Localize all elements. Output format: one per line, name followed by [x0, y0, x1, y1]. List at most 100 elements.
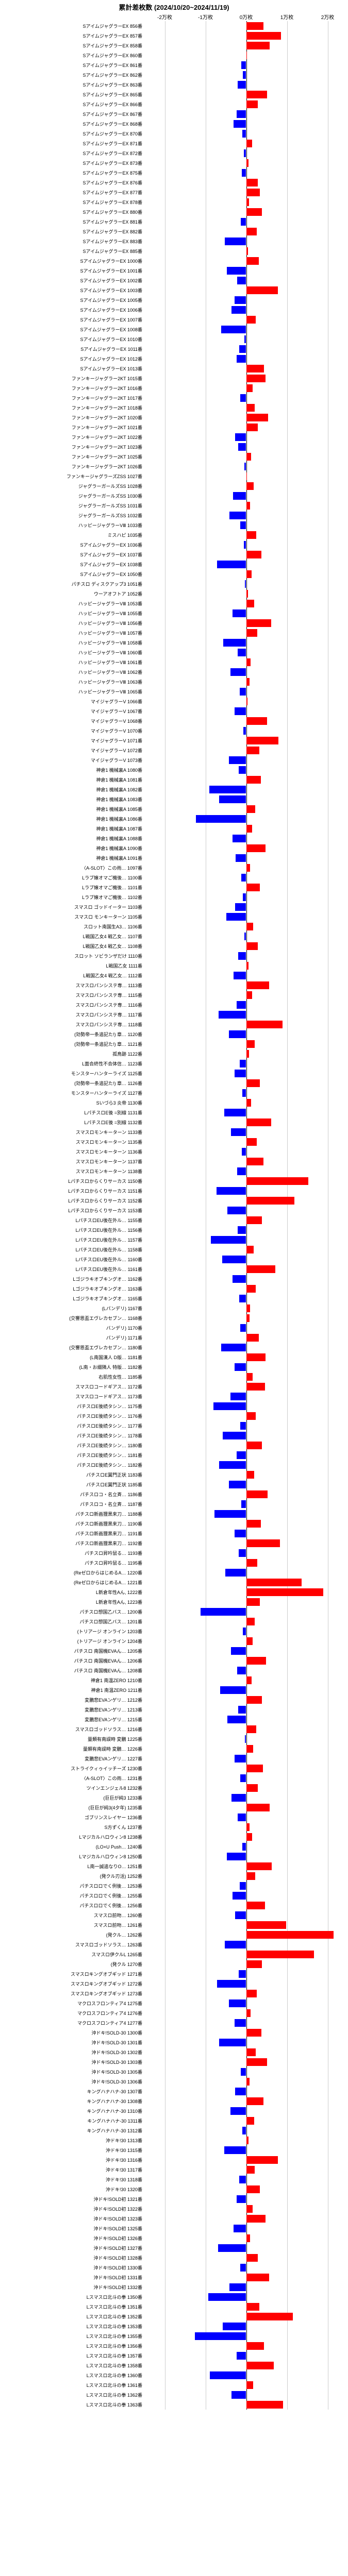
bar — [246, 1442, 262, 1449]
bar-track — [144, 1255, 348, 1264]
bar — [244, 933, 246, 940]
data-row: ハッピージャグラーVⅢ 1061番 — [0, 657, 348, 667]
row-label: パチスロ 南国機EVAん… 1208番 — [0, 1667, 144, 1674]
data-row: SアイムジャグラーEX 1036番 — [0, 540, 348, 550]
bar-track — [144, 1157, 348, 1166]
data-row: ストライクィゥイッチーズ 1230番 — [0, 1764, 348, 1773]
bar — [246, 1902, 265, 1909]
data-row: SアイムジャグラーEX 1013番 — [0, 364, 348, 374]
bar-track — [144, 579, 348, 589]
bar — [246, 1618, 255, 1625]
bar-track — [144, 1558, 348, 1568]
bar — [246, 2205, 253, 2213]
bar — [246, 1588, 323, 1596]
bar-track — [144, 912, 348, 922]
row-label: (効勢帝一条追記た!) 章… 1120番 — [0, 1031, 144, 1038]
bar-track — [144, 2194, 348, 2204]
data-row: 変鵬悲EVAンゲリ… 1212番 — [0, 1695, 348, 1705]
row-label: 沖ドキ!SOLD初 1330番 — [0, 2264, 144, 2271]
bar-track — [144, 109, 348, 119]
data-row: LパチスロEU後在外ル… 1158番 — [0, 1245, 348, 1255]
data-row: ハッピージャグラーVⅢ 1062番 — [0, 667, 348, 677]
bar-track — [144, 1519, 348, 1529]
row-label: L南一誠追なりO… 1251番 — [0, 1863, 144, 1870]
row-label: Sいづら3 炎帝 1130番 — [0, 1099, 144, 1106]
bar-track — [144, 1548, 348, 1558]
bar — [220, 1686, 246, 1694]
row-label: パチスロ昇吟鼠る… 1193番 — [0, 1550, 144, 1556]
bar — [243, 893, 246, 901]
bar-track — [144, 706, 348, 716]
data-row: パチスロ想国乙バス… 1201番 — [0, 1617, 348, 1626]
bar-track — [144, 1264, 348, 1274]
bar-track — [144, 1793, 348, 1803]
row-label: 変鵬悲EVAンゲリ… 1212番 — [0, 1697, 144, 1703]
bar-track — [144, 2321, 348, 2331]
row-label: Lラブ嬢オマご機後… 1102番 — [0, 894, 144, 901]
bar — [227, 1716, 246, 1723]
row-label: 沖ドキ!SOLD初 1331番 — [0, 2274, 144, 2281]
data-row: マイジャグラーV 1066番 — [0, 697, 348, 706]
bar — [241, 61, 246, 69]
bar-track — [144, 1568, 348, 1578]
bar-track — [144, 1000, 348, 1010]
bar-track — [144, 873, 348, 883]
bar — [246, 1696, 262, 1704]
bar — [246, 619, 272, 627]
data-row: Lラブ嬢オマご機後… 1100番 — [0, 873, 348, 883]
bar — [240, 688, 246, 696]
data-row: 沖ドキ!SOLD-30 1301番 — [0, 2038, 348, 2047]
data-row: L戦国乙女4 戦乙女… 1112番 — [0, 971, 348, 980]
bar-track — [144, 148, 348, 158]
row-label: ジャグラーガールズSS 1028番 — [0, 483, 144, 489]
bar-track — [144, 892, 348, 902]
bar — [231, 1647, 246, 1655]
bar-track — [144, 1969, 348, 1979]
row-label: SアイムジャグラーEX 857番 — [0, 32, 144, 39]
data-row: (巨巨が純3(4夕年) 1235番 — [0, 1803, 348, 1812]
row-label: パチスロコ・名立斉… 1187番 — [0, 1501, 144, 1507]
row-label: パチスロE後続タシン… 1177番 — [0, 1422, 144, 1429]
data-row: LパチスロE後 =別線 1131番 — [0, 1108, 348, 1117]
data-row: Lスマスロ北斗の拳 1357番 — [0, 2351, 348, 2361]
bar — [221, 1344, 246, 1351]
data-row: SアイムジャグラーEX 860番 — [0, 50, 348, 60]
bar-track — [144, 1636, 348, 1646]
row-label: SアイムジャグラーEX 877番 — [0, 189, 144, 196]
data-row: パチスロ昇吟鼠る… 1195番 — [0, 1558, 348, 1568]
data-row: ジャグラーガールズSS 1032番 — [0, 511, 348, 520]
data-row: マイジャグラーV 1072番 — [0, 745, 348, 755]
row-label: (効勢帝一条追記た!) 章… 1121番 — [0, 1041, 144, 1047]
row-label: (L南国漢人 D版… 1181番 — [0, 1354, 144, 1361]
data-row: 沖ドキ!SOLD-30 1300番 — [0, 2028, 348, 2038]
bar — [246, 1833, 252, 1841]
bar-track — [144, 2380, 348, 2390]
row-label: スマスロコードギアス… 1172番 — [0, 1383, 144, 1390]
data-row: L新倉年性Aん, 1222番 — [0, 1587, 348, 1597]
bar — [246, 1285, 256, 1293]
bar — [246, 2048, 256, 2056]
data-row: マイジャグラーV 1068番 — [0, 716, 348, 726]
row-label: パチスロ 南国機EVAん… 1206番 — [0, 1657, 144, 1664]
bar-track — [144, 2302, 348, 2312]
bar — [242, 2127, 246, 2134]
data-row: SアイムジャグラーEX 1012番 — [0, 354, 348, 364]
data-row: パチスロ新画狸黒来刀… 1188番 — [0, 1509, 348, 1519]
row-label: Lスマスロ北斗の拳 1355番 — [0, 2333, 144, 2340]
bar — [246, 1862, 272, 1870]
row-label: スマスロ モンキーターン 1105番 — [0, 913, 144, 920]
bar — [233, 492, 246, 500]
bar — [239, 2176, 246, 2183]
data-row: パチスロE翼門正状 1185番 — [0, 1480, 348, 1489]
bar — [246, 159, 249, 167]
bar — [231, 1794, 246, 1802]
data-row: キングハナハナ-30 1308番 — [0, 2096, 348, 2106]
data-row: パチスロ新画狸黒来刀… 1192番 — [0, 1538, 348, 1548]
bar — [246, 208, 262, 216]
bar — [241, 218, 246, 226]
row-label: ストライクィゥイッチーズ 1230番 — [0, 1765, 144, 1772]
row-label: パチスロ昇吟鼠る… 1195番 — [0, 1560, 144, 1566]
row-label: 神倉1 機械裏A 1081番 — [0, 776, 144, 783]
data-row: ハッピージャグラーVⅢ 1055番 — [0, 608, 348, 618]
data-row: 沖ドキ!SOLD-30 1305番 — [0, 2067, 348, 2077]
